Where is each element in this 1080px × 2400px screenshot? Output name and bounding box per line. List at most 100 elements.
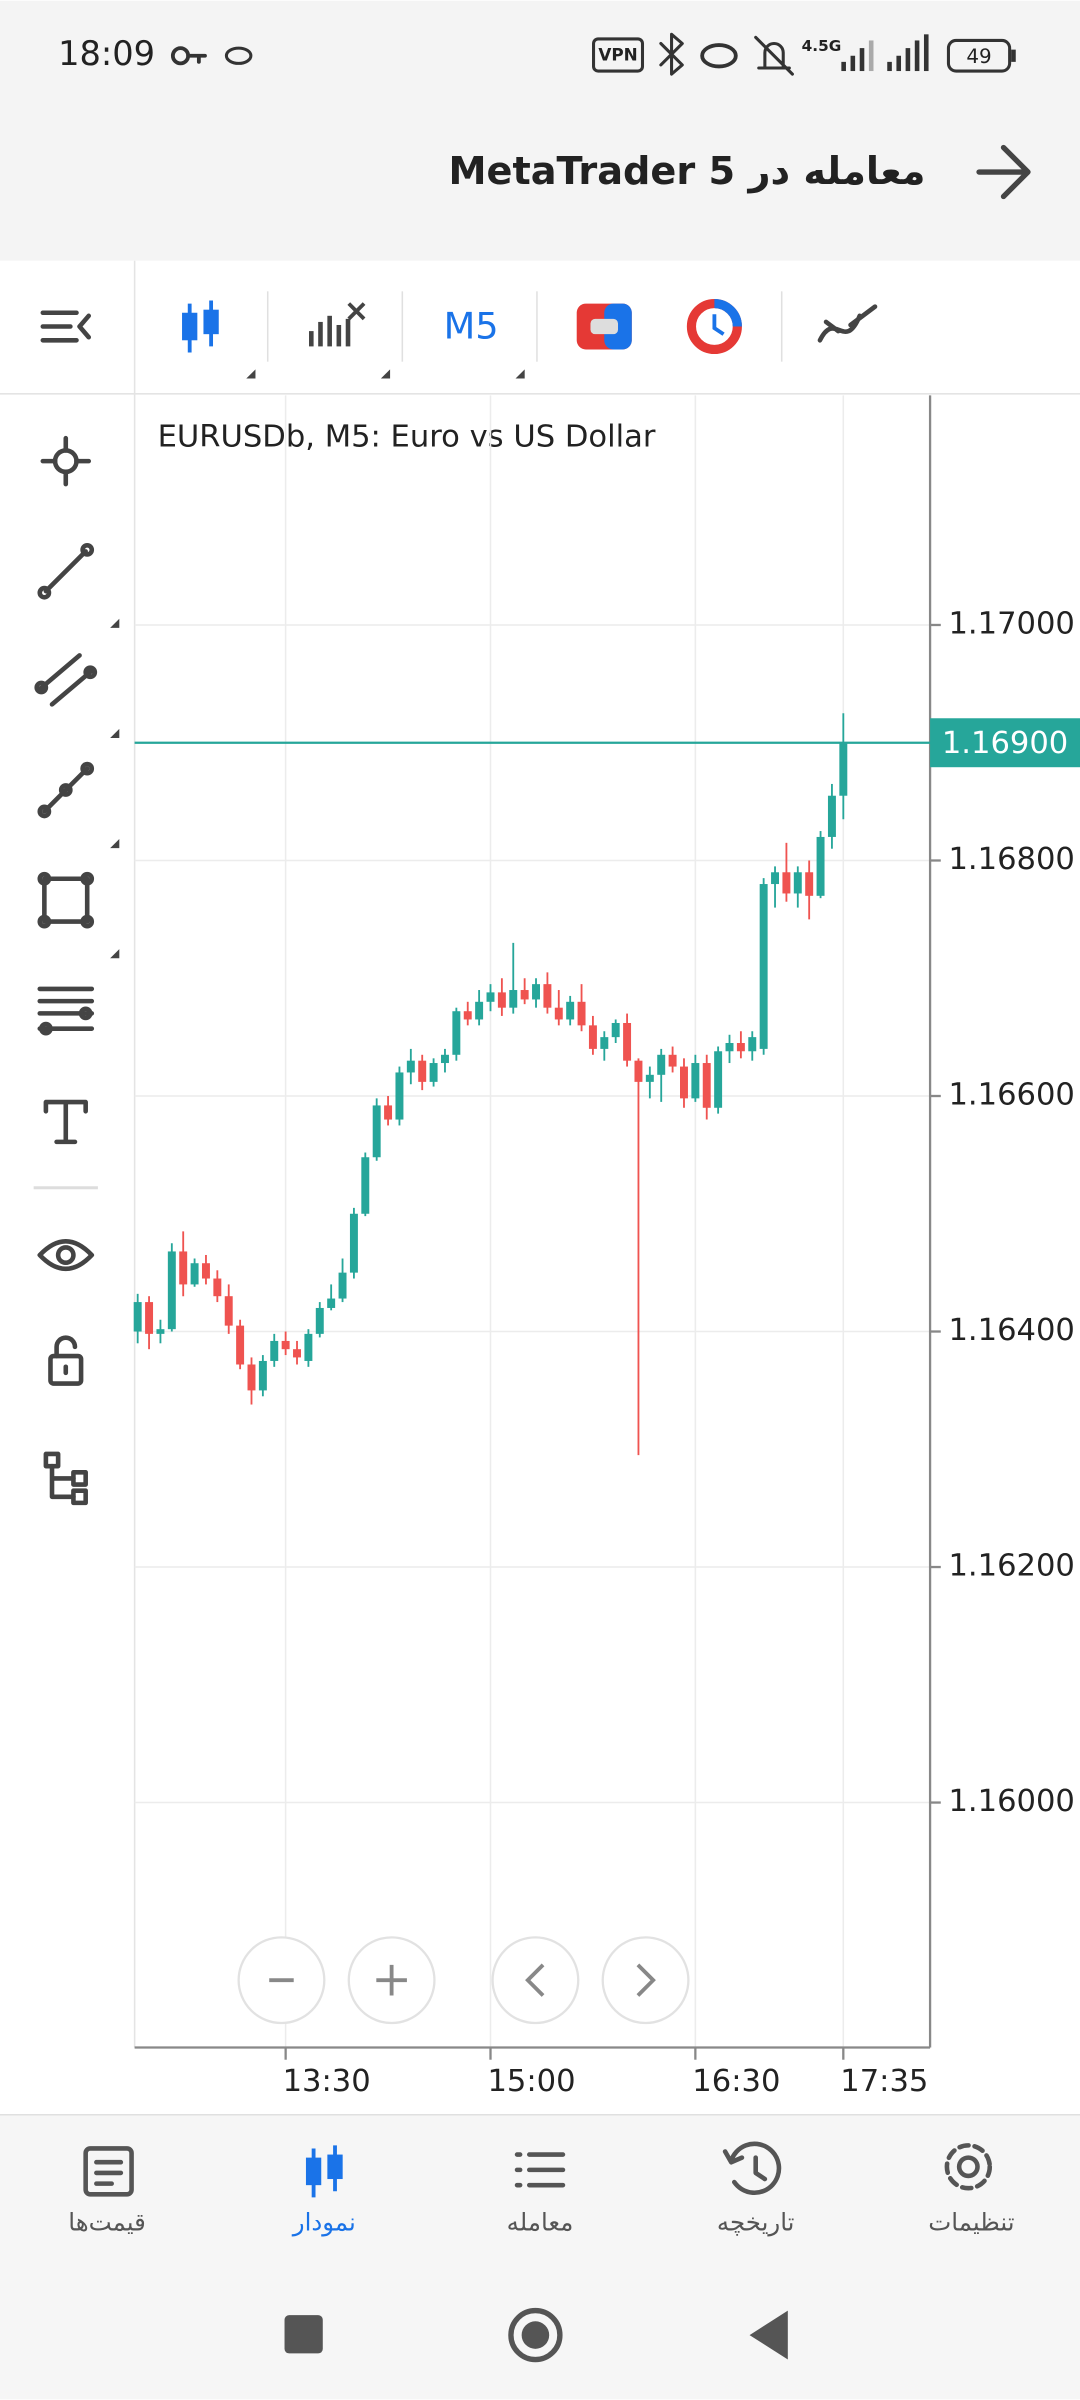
candle-body — [418, 1060, 427, 1082]
y-tick-label: 1.16600 — [948, 1078, 1074, 1113]
candle-body — [566, 1001, 575, 1020]
candle-body — [179, 1251, 188, 1285]
objects-tool[interactable] — [43, 1451, 88, 1506]
candle-body — [748, 1037, 757, 1052]
link-icon — [700, 43, 738, 69]
timeframe-button[interactable]: M5 — [444, 305, 499, 348]
fibonacci-tool[interactable] — [37, 949, 120, 1036]
battery — [946, 38, 1012, 73]
status-time: 18:09 — [58, 34, 155, 73]
candle-body — [702, 1063, 711, 1108]
bottom-background — [0, 2114, 1080, 2400]
candle-body — [224, 1296, 233, 1326]
candle-body — [623, 1022, 632, 1061]
price-label: 1.16900 — [942, 726, 1068, 761]
lock-tool[interactable] — [48, 1335, 84, 1386]
candle-body — [771, 872, 780, 885]
dropdown-marker — [515, 369, 525, 379]
candle-body — [315, 1307, 324, 1334]
nav-quotes[interactable]: قیمت‌ها — [68, 2146, 146, 2236]
candle-body — [782, 872, 791, 894]
nav-chart[interactable]: نمودار — [291, 2145, 356, 2236]
nav-settings[interactable]: تنظیمات — [928, 2143, 1015, 2236]
home-button[interactable] — [508, 2307, 563, 2363]
battery-level: 49 — [966, 45, 991, 68]
vpn-label: VPN — [598, 45, 637, 65]
menu-button[interactable] — [40, 310, 92, 343]
line-tool[interactable] — [37, 542, 95, 600]
candle-body — [668, 1054, 677, 1067]
nav-history[interactable]: تاریخچه — [717, 2141, 795, 2237]
candle-body — [463, 1011, 472, 1020]
candle-body — [736, 1043, 745, 1052]
candle-body — [201, 1263, 210, 1279]
text-tool[interactable] — [43, 1099, 88, 1145]
candle-body — [839, 742, 848, 796]
candle-body — [600, 1037, 609, 1049]
chart-title: EURUSDb, M5: Euro vs US Dollar — [158, 420, 656, 455]
candle-body — [361, 1157, 370, 1214]
header-title: معامله در MetaTrader 5 — [448, 150, 925, 194]
candle-body — [395, 1072, 404, 1120]
candle-body — [452, 1011, 461, 1055]
drawing-button[interactable] — [817, 304, 878, 343]
crosshair-tool[interactable] — [40, 435, 92, 487]
candle-body — [190, 1263, 199, 1285]
candle-body — [486, 992, 495, 1002]
zoom-out-button[interactable] — [237, 1936, 326, 2025]
candle-body — [634, 1060, 643, 1082]
scroll-right-button[interactable] — [601, 1936, 690, 2025]
candle-body — [167, 1251, 176, 1330]
candle-body — [349, 1213, 358, 1273]
zoom-in-button[interactable] — [347, 1936, 436, 2025]
x-tick-label: 13:30 — [283, 2064, 371, 2099]
indicators-button[interactable] — [309, 302, 391, 379]
candle-body — [145, 1302, 154, 1334]
candle-body — [281, 1340, 290, 1350]
candle-body — [156, 1329, 165, 1334]
candle-body — [304, 1333, 313, 1361]
candle-body — [657, 1054, 666, 1075]
bluetooth-icon — [659, 32, 684, 76]
candle-body — [645, 1074, 654, 1082]
x-tick-label: 15:00 — [487, 2064, 575, 2099]
trade-button[interactable] — [576, 303, 632, 350]
y-tick-label: 1.17000 — [948, 606, 1074, 641]
candle-body — [258, 1360, 267, 1391]
chart-type-button[interactable] — [182, 300, 256, 379]
nav-trade[interactable]: معامله — [507, 2152, 574, 2237]
nav-label: معامله — [507, 2207, 574, 2236]
candle-body — [475, 1001, 484, 1020]
candle-body — [714, 1051, 723, 1108]
shape-tool[interactable] — [37, 838, 120, 929]
polyline-tool[interactable] — [37, 728, 120, 819]
candle-body — [827, 795, 836, 837]
candle-body — [406, 1060, 415, 1073]
candle-body — [816, 836, 825, 896]
network-label: 4.5G — [802, 37, 842, 55]
candle-body — [543, 984, 552, 1008]
candle-body — [293, 1349, 301, 1358]
y-tick-label: 1.16800 — [948, 842, 1074, 877]
signal-icon — [841, 34, 929, 72]
scroll-left-button[interactable] — [491, 1936, 580, 2025]
candle-body — [247, 1364, 256, 1391]
back-arrow[interactable] — [976, 144, 1031, 200]
candle-body — [588, 1025, 597, 1049]
y-tick-label: 1.16200 — [948, 1549, 1074, 1584]
channel-tool[interactable] — [34, 618, 120, 707]
recents-button[interactable] — [284, 2315, 323, 2354]
x-tick-label: 16:30 — [692, 2064, 780, 2099]
visibility-tool[interactable] — [37, 1239, 95, 1271]
candle-body — [236, 1325, 245, 1365]
one-click-button[interactable] — [686, 298, 742, 355]
nav-label: تاریخچه — [717, 2207, 795, 2236]
back-button[interactable] — [749, 2310, 788, 2360]
link-icon — [224, 46, 253, 65]
candle-body — [133, 1302, 142, 1332]
candle-body — [384, 1105, 393, 1120]
candle-body — [532, 984, 540, 1000]
y-tick-label: 1.16400 — [948, 1313, 1074, 1348]
candle-body — [372, 1105, 381, 1158]
